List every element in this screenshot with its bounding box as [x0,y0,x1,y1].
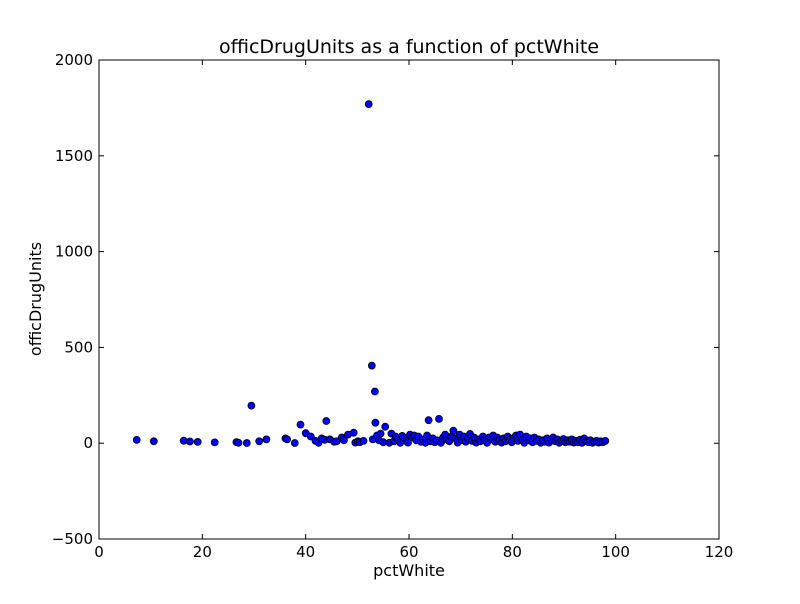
scatter-point [349,428,358,437]
scatter-point [435,414,443,423]
scatter-point [424,416,433,425]
x-tick-label: 60 [399,543,418,561]
scatter-point [322,417,331,425]
scatter-point [404,438,412,447]
data-points [132,100,610,447]
scatter-point [283,435,292,444]
scatter-point [296,420,305,429]
y-tick-label: 1500 [55,147,93,165]
y-tick-label: −500 [52,530,93,548]
scatter-point [306,432,315,441]
x-tick-label: 120 [705,543,734,561]
scatter-point [370,387,379,396]
scatter-point [185,437,194,446]
scatter-point [359,436,368,445]
y-tick-label: 0 [83,434,93,452]
scatter-point [449,426,458,435]
x-tick-label: 80 [503,543,522,561]
scatter-point [210,438,219,447]
scatter-point [339,436,348,445]
x-axis-label: pctWhite [373,561,445,580]
scatter-point [234,438,243,447]
scatter-point [367,361,376,370]
x-tick-label: 20 [193,543,212,561]
scatter-point [601,436,610,445]
scatter-point [193,437,202,446]
scatter-point [132,435,141,444]
scatter-point [371,418,380,427]
plot-area-frame [98,59,720,540]
scatter-point [376,429,385,438]
y-tick-label: 500 [64,338,93,356]
scatter-point [290,439,299,447]
scatter-point [242,439,251,447]
scatter-point [149,437,158,446]
scatter-point [255,437,264,446]
x-tick-label: 100 [601,543,630,561]
y-tick-label: 2000 [55,51,93,69]
scatter-point [364,100,373,108]
x-tick-label: 40 [296,543,315,561]
scatter-point [247,401,256,410]
x-tick-label: 0 [94,543,104,561]
chart-title: officDrugUnits as a function of pctWhite [219,36,599,58]
y-tick-label: 1000 [55,243,93,261]
scatter-point [381,422,390,431]
y-axis-label: officDrugUnits [26,242,45,356]
scatter-point [262,435,271,444]
